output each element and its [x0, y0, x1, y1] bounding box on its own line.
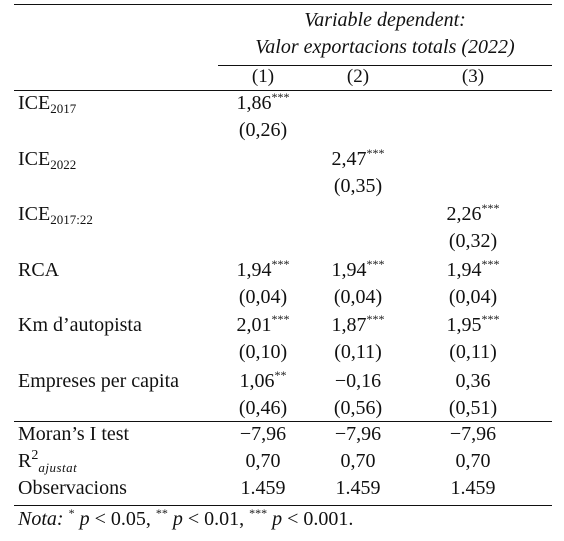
standard-error-cell: (0,11): [334, 341, 382, 363]
significance-stars: ***: [366, 256, 385, 271]
row-label: ICE2017:22: [18, 203, 93, 228]
coefficient-value: 1,95: [446, 314, 482, 336]
coefficient-value: 1,86: [236, 92, 272, 114]
standard-error-cell: (0,04): [448, 285, 498, 308]
stats-rule: [14, 421, 552, 422]
standard-error-cell: (0,26): [238, 119, 288, 141]
standard-error-cell: (0,56): [333, 396, 383, 419]
coefficient-value: −0,16: [334, 369, 382, 392]
standard-error-cell: (0,10): [238, 341, 288, 363]
standard-error-cell: (0,46): [238, 396, 288, 419]
row-label-subscript: 2017:22: [50, 212, 93, 227]
coefficient-cell: 0,36: [418, 370, 528, 393]
bottom-rule: [14, 505, 552, 506]
dependent-variable-description: Valor exportacions totals (2022): [255, 36, 515, 58]
stat-label-text: R: [18, 450, 32, 472]
note-text: * p < 0.05, ** p < 0.01, *** p < 0.001.: [68, 506, 354, 530]
stat-label-superscript: 2: [31, 448, 39, 463]
row-label: ICE2022: [18, 148, 76, 173]
table-note: Nota: * p < 0.05, ** p < 0.01, *** p < 0…: [18, 506, 354, 531]
standard-error-cell: (0,11): [449, 341, 497, 363]
standard-error-cell: (0,35): [333, 174, 383, 197]
stat-value: 0,70: [340, 450, 376, 472]
column-number-1: (1): [251, 66, 275, 87]
coefficient-cell: 1,94***: [418, 256, 528, 282]
row-label-text: ICE: [18, 203, 51, 225]
significance-stars: ***: [271, 256, 290, 271]
stat-value: −7,96: [449, 423, 497, 445]
coefficient-cell: 1,87***: [303, 312, 413, 337]
stat-value: 1.459: [335, 477, 381, 499]
row-label-subscript: 2022: [50, 156, 77, 172]
standard-error-cell: (0,04): [238, 285, 288, 308]
standard-error-cell: (0,04): [333, 285, 383, 308]
coefficient-value: 1,06: [239, 369, 275, 392]
row-label-text: Empreses per capita: [18, 369, 180, 392]
coefficient-value: 2,01: [236, 314, 272, 336]
row-label: ICE2017: [18, 92, 76, 117]
row-label-text: ICE: [18, 147, 51, 170]
coefficient-value: 2,47: [331, 147, 367, 170]
row-label-subscript: 2017: [50, 101, 77, 116]
coefficient-cell: 1,94***: [303, 256, 413, 282]
significance-stars: ***: [366, 312, 385, 326]
column-number-2: (2): [346, 66, 370, 87]
note-label: Nota:: [18, 508, 64, 530]
dependent-variable-heading: Variable dependent:: [304, 9, 466, 31]
header-partial-rule: [218, 65, 552, 66]
stat-value: −7,96: [334, 423, 382, 445]
coefficient-cell: 1,86***: [208, 90, 318, 115]
significance-stars: ***: [481, 312, 500, 326]
coefficient-value: 1,94: [446, 258, 482, 281]
stat-value: 1.459: [450, 477, 496, 499]
stat-label: R2ajustat: [18, 448, 78, 476]
stat-value: −7,96: [239, 423, 287, 445]
row-label-text: RCA: [18, 258, 60, 281]
coefficient-value: 2,26: [446, 203, 482, 225]
coefficient-cell: 2,47***: [303, 145, 413, 171]
row-label: RCA: [18, 259, 59, 282]
stat-value: 1.459: [240, 477, 286, 499]
stat-value: 0,70: [455, 450, 491, 472]
significance-stars: ***: [481, 256, 500, 271]
standard-error-cell: (0,51): [448, 396, 498, 419]
coefficient-cell: −0,16: [303, 370, 413, 393]
significance-stars: ***: [481, 201, 500, 215]
coefficient-value: 1,87: [331, 314, 367, 336]
top-rule: [14, 4, 552, 5]
coefficient-value: 1,94: [331, 258, 367, 281]
stat-label-text: Observacions: [18, 477, 127, 499]
stat-label-text: Moran’s I test: [18, 423, 130, 445]
coefficient-value: 0,36: [455, 369, 491, 392]
coefficient-cell: 2,26***: [418, 201, 528, 226]
stat-label: Moran’s I test: [18, 423, 129, 446]
stat-value: 0,70: [245, 450, 281, 472]
standard-error-cell: (0,32): [448, 230, 498, 252]
row-label-text: ICE: [18, 92, 51, 114]
coefficient-cell: 1,94***: [208, 256, 318, 282]
significance-stars: **: [274, 367, 287, 382]
coefficient-value: 1,94: [236, 258, 272, 281]
row-label: Empreses per capita: [18, 370, 179, 393]
significance-stars: ***: [366, 145, 385, 160]
stat-label-subscript: ajustat: [38, 460, 78, 475]
coefficient-cell: 2,01***: [208, 312, 318, 337]
column-number-3: (3): [461, 66, 485, 87]
significance-stars: ***: [271, 90, 290, 104]
significance-stars: ***: [271, 312, 290, 326]
row-label: Km d’autopista: [18, 314, 142, 337]
stat-label: Observacions: [18, 477, 127, 500]
row-label-text: Km d’autopista: [18, 314, 142, 336]
coefficient-cell: 1,06**: [208, 367, 318, 393]
coefficient-cell: 1,95***: [418, 312, 528, 337]
header-rule: [14, 90, 552, 91]
